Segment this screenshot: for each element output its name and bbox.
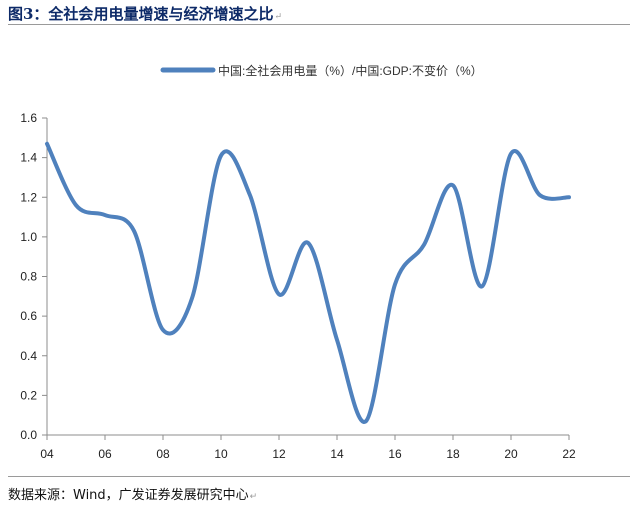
y-tick-label: 1.6 [20, 111, 37, 125]
y-tick-label: 0.2 [20, 388, 37, 402]
x-tick-label: 04 [40, 447, 54, 461]
y-tick-label: 0.0 [20, 428, 37, 442]
footer-divider [8, 476, 630, 477]
y-tick-label: 0.8 [20, 270, 37, 284]
x-tick-label: 08 [156, 447, 170, 461]
y-tick-label: 1.4 [20, 151, 37, 165]
x-tick-label: 12 [272, 447, 286, 461]
x-tick-label: 22 [562, 447, 576, 461]
y-tick-label: 0.4 [20, 349, 37, 363]
x-tick-label: 10 [214, 447, 228, 461]
chart-legend: 中国:全社会用电量（%）/中国:GDP:不变价（%） [163, 63, 483, 78]
return-mark-icon: ↵ [250, 492, 258, 502]
y-axis-ticks: 0.0 0.2 0.4 0.6 0.8 1.0 1.2 1.4 1.6 [20, 111, 47, 442]
chart-axes [47, 118, 569, 435]
x-tick-label: 14 [330, 447, 344, 461]
y-tick-label: 1.2 [20, 190, 37, 204]
y-tick-label: 1.0 [20, 230, 37, 244]
x-tick-label: 06 [98, 447, 112, 461]
x-axis-ticks: 04 06 08 10 12 14 16 18 20 22 [40, 435, 576, 461]
series-points [47, 144, 569, 422]
source-text: 数据来源：Wind，广发证券发展研究中心 [8, 488, 249, 503]
x-tick-label: 20 [504, 447, 518, 461]
source-note: 数据来源：Wind，广发证券发展研究中心↵ [8, 484, 257, 503]
legend-label: 中国:全社会用电量（%）/中国:GDP:不变价（%） [218, 63, 483, 78]
x-tick-label: 16 [388, 447, 402, 461]
y-tick-label: 0.6 [20, 309, 37, 323]
series-line [47, 144, 569, 422]
x-tick-label: 18 [446, 447, 460, 461]
